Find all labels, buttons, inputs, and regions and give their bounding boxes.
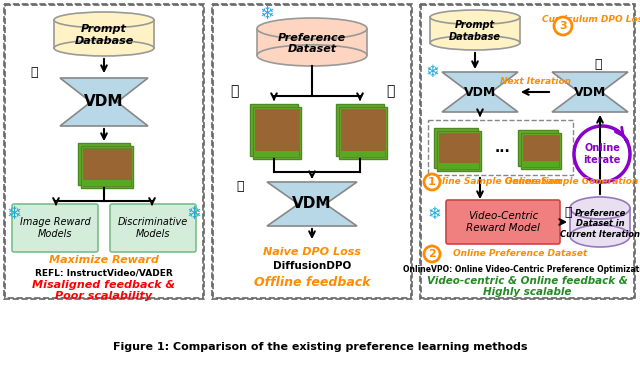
Text: Figure 1: Comparison of the existing preference learning methods: Figure 1: Comparison of the existing pre… xyxy=(113,342,527,352)
Text: 1: 1 xyxy=(428,177,436,187)
Ellipse shape xyxy=(430,10,520,24)
Text: Preference
Dataset: Preference Dataset xyxy=(278,33,346,54)
FancyBboxPatch shape xyxy=(250,104,298,156)
FancyBboxPatch shape xyxy=(12,204,98,252)
Ellipse shape xyxy=(54,40,154,56)
Text: REFL: InstructVideo/VADER: REFL: InstructVideo/VADER xyxy=(35,269,173,277)
Text: Discriminative
Models: Discriminative Models xyxy=(118,217,188,239)
Text: VDM: VDM xyxy=(574,86,606,98)
FancyBboxPatch shape xyxy=(336,104,384,156)
Polygon shape xyxy=(442,72,518,112)
Text: Online
iterate: Online iterate xyxy=(583,143,621,165)
FancyBboxPatch shape xyxy=(339,107,387,159)
Text: Online Sample Generation: Online Sample Generation xyxy=(505,178,638,186)
Circle shape xyxy=(424,174,440,190)
FancyBboxPatch shape xyxy=(446,200,560,244)
Text: 🔥: 🔥 xyxy=(236,179,244,193)
Text: 2: 2 xyxy=(428,249,436,259)
FancyBboxPatch shape xyxy=(341,109,385,157)
FancyBboxPatch shape xyxy=(78,143,130,185)
Text: Online Preference Dataset: Online Preference Dataset xyxy=(453,250,587,258)
Polygon shape xyxy=(267,182,357,226)
Circle shape xyxy=(424,246,440,262)
FancyBboxPatch shape xyxy=(434,128,478,168)
FancyBboxPatch shape xyxy=(110,204,196,252)
Ellipse shape xyxy=(257,45,367,66)
Text: Preference
Dataset in
Current Iteration: Preference Dataset in Current Iteration xyxy=(560,209,640,239)
Text: Online Sample Generation: Online Sample Generation xyxy=(428,178,562,186)
Polygon shape xyxy=(430,17,520,43)
Ellipse shape xyxy=(257,18,367,39)
Text: VDM: VDM xyxy=(464,86,496,98)
Text: ❄: ❄ xyxy=(427,205,441,223)
Text: Naive DPO Loss: Naive DPO Loss xyxy=(263,247,361,257)
Text: ❄: ❄ xyxy=(6,205,22,223)
Text: 🔥: 🔥 xyxy=(30,65,38,79)
Text: Prompt
Database: Prompt Database xyxy=(449,20,501,42)
FancyBboxPatch shape xyxy=(255,151,299,157)
FancyBboxPatch shape xyxy=(83,180,131,186)
Polygon shape xyxy=(552,72,628,112)
Text: VDM: VDM xyxy=(84,94,124,109)
Text: ❄: ❄ xyxy=(186,205,202,223)
FancyBboxPatch shape xyxy=(255,109,299,157)
Text: OnlineVPO: Online Video-Centric Preference Optimization: OnlineVPO: Online Video-Centric Preferen… xyxy=(403,265,640,273)
Text: Next Iteration: Next Iteration xyxy=(499,77,570,87)
Text: Misaligned feedback &: Misaligned feedback & xyxy=(33,280,175,290)
Text: Image Reward
Models: Image Reward Models xyxy=(20,217,90,239)
Text: Video-Centric
Reward Model: Video-Centric Reward Model xyxy=(466,211,540,233)
FancyBboxPatch shape xyxy=(518,130,558,166)
FancyBboxPatch shape xyxy=(523,161,559,167)
FancyBboxPatch shape xyxy=(253,107,301,159)
Text: Maximize Reward: Maximize Reward xyxy=(49,255,159,265)
Polygon shape xyxy=(60,78,148,126)
Ellipse shape xyxy=(54,12,154,28)
Text: Video-centric & Online feedback &: Video-centric & Online feedback & xyxy=(427,276,628,286)
Text: Poor scalability: Poor scalability xyxy=(56,291,152,301)
FancyBboxPatch shape xyxy=(437,131,481,171)
Polygon shape xyxy=(570,208,630,236)
Text: ...: ... xyxy=(495,141,511,155)
Polygon shape xyxy=(257,29,367,55)
Ellipse shape xyxy=(570,197,630,219)
Text: ❄: ❄ xyxy=(425,63,439,81)
Text: 🔥: 🔥 xyxy=(595,58,602,70)
Circle shape xyxy=(554,17,572,35)
FancyBboxPatch shape xyxy=(521,133,561,169)
Text: 👍: 👍 xyxy=(386,84,394,98)
Text: 3: 3 xyxy=(559,21,567,31)
FancyBboxPatch shape xyxy=(439,133,479,169)
Text: 🔥: 🔥 xyxy=(564,206,572,218)
FancyBboxPatch shape xyxy=(83,148,131,186)
Text: Prompt
Database: Prompt Database xyxy=(74,24,134,46)
Text: Curriculum DPO Loss: Curriculum DPO Loss xyxy=(542,15,640,23)
FancyBboxPatch shape xyxy=(341,151,385,157)
Ellipse shape xyxy=(430,36,520,50)
Text: DiffusionDPO: DiffusionDPO xyxy=(273,261,351,271)
Polygon shape xyxy=(54,20,154,48)
Text: 👎: 👎 xyxy=(230,84,238,98)
Text: VDM: VDM xyxy=(292,196,332,211)
FancyBboxPatch shape xyxy=(439,163,479,169)
FancyBboxPatch shape xyxy=(81,146,133,188)
Ellipse shape xyxy=(570,225,630,247)
Text: ❄: ❄ xyxy=(259,5,275,23)
Text: Highly scalable: Highly scalable xyxy=(483,287,572,297)
FancyBboxPatch shape xyxy=(523,135,559,167)
Text: Offline feedback: Offline feedback xyxy=(253,276,371,288)
